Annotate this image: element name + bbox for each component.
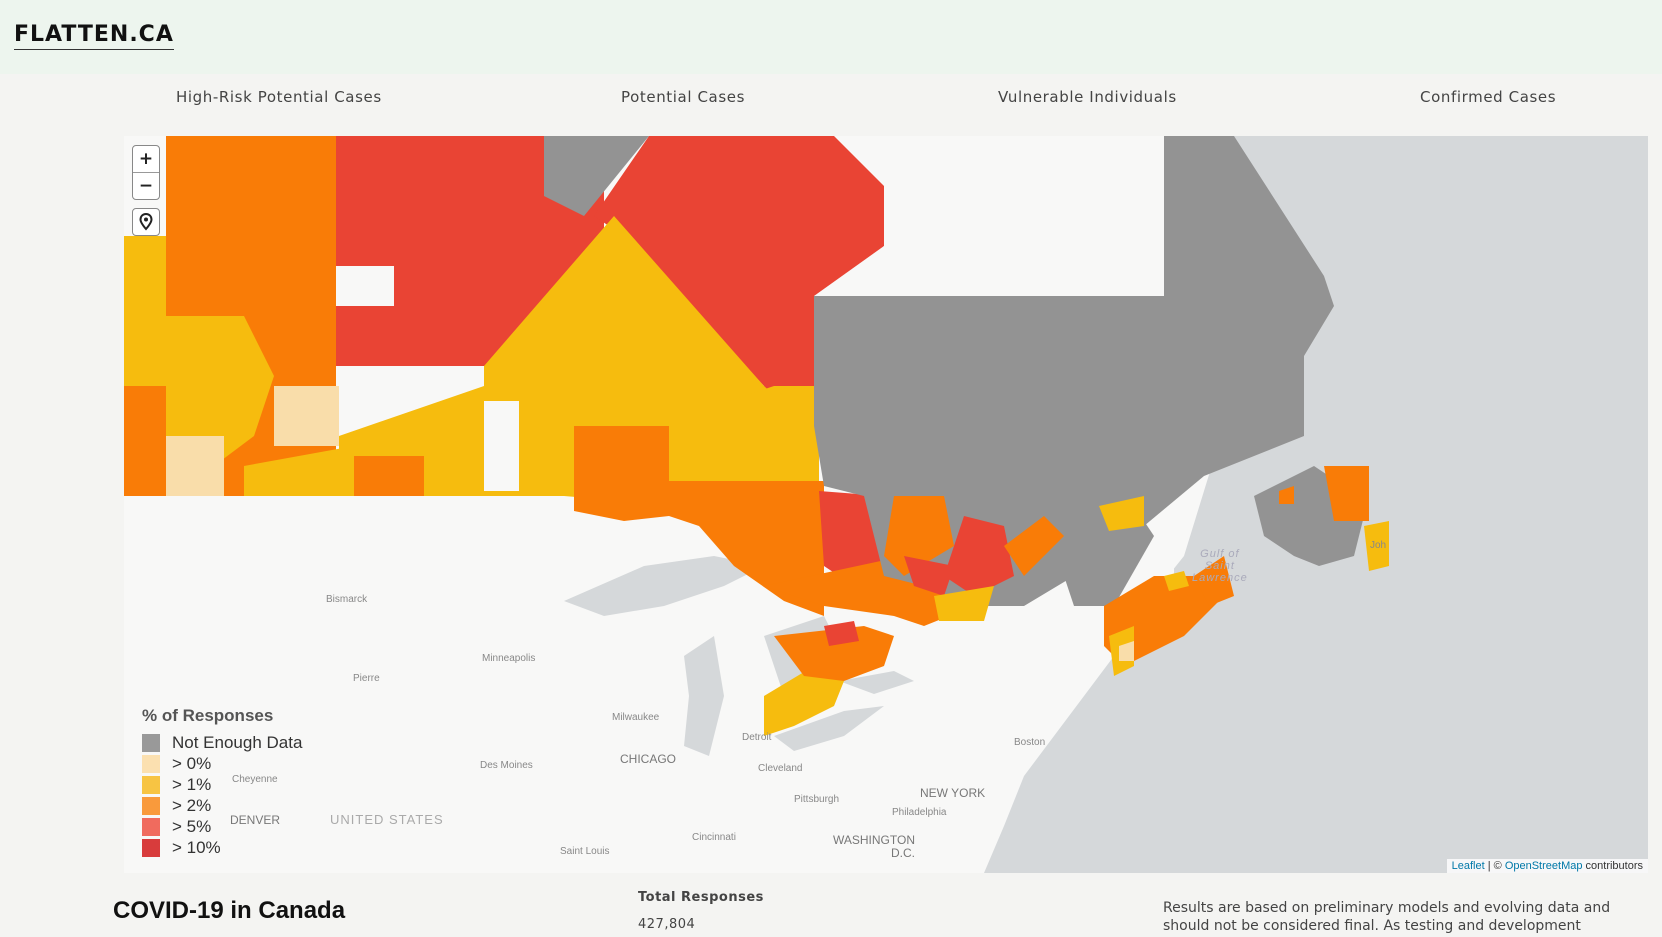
place-label: Philadelphia <box>892 807 947 818</box>
region-pe-yellow <box>1164 571 1189 591</box>
tab-confirmed-cases[interactable]: Confirmed Cases <box>1420 88 1557 106</box>
region-qc-grey <box>814 136 1334 606</box>
tab-potential-cases[interactable]: Potential Cases <box>621 88 746 106</box>
legend-label: Not Enough Data <box>172 732 303 752</box>
total-responses-label: Total Responses <box>638 890 764 905</box>
page-title: COVID-19 in Canada <box>113 897 346 924</box>
tab-bar: High-Risk Potential Cases Potential Case… <box>0 88 1662 112</box>
location-pin-icon <box>139 212 153 231</box>
openstreetmap-link[interactable]: OpenStreetMap <box>1504 860 1583 872</box>
legend-item: > 10% <box>142 837 302 858</box>
region-qc-white <box>814 136 1164 296</box>
legend-swatch <box>142 817 160 836</box>
region-ab-orange <box>124 386 166 496</box>
region-on-yellow-south <box>764 666 844 736</box>
region-mb-yellow <box>244 446 354 496</box>
disclaimer-text: Results are based on preliminary models … <box>1163 900 1611 934</box>
total-responses-value: 427,804 <box>638 917 696 932</box>
place-label: Pittsburgh <box>794 794 840 805</box>
region-on-white <box>484 401 519 491</box>
place-label: Cincinnati <box>692 832 736 843</box>
region-on-red-south <box>824 621 859 646</box>
region-qc-orange-2 <box>1004 516 1064 576</box>
place-label: CHICAGO <box>620 752 677 766</box>
legend-title: % of Responses <box>142 706 274 725</box>
place-label: DENVER <box>230 813 281 827</box>
leaflet-link[interactable]: Leaflet <box>1451 860 1485 872</box>
legend-swatch <box>142 754 160 773</box>
country-label: UNITED STATES <box>330 812 444 827</box>
place-label: Cheyenne <box>232 774 278 785</box>
place-label: NEW YORK <box>920 786 986 800</box>
place-label: Boston <box>1014 737 1046 748</box>
region-qc-red-2 <box>904 556 954 596</box>
region-nu-grey <box>544 136 649 216</box>
legend-item: Not Enough Data <box>142 732 302 753</box>
region-on-orange-south-2 <box>774 626 894 681</box>
place-label: D.C. <box>891 846 915 860</box>
legend-label: > 0% <box>172 753 212 773</box>
region-nl-yellow <box>1364 521 1389 571</box>
legend-swatch <box>142 733 160 752</box>
region-ns-orange-east <box>1194 556 1234 606</box>
top-bar: FLATTEN.CA <box>0 0 1662 74</box>
legend-item: > 2% <box>142 795 302 816</box>
locate-button[interactable] <box>132 208 160 236</box>
lake-michigan <box>684 636 724 756</box>
region-nb-yellow <box>1099 496 1144 531</box>
lake-erie <box>774 706 884 751</box>
tab-vulnerable-individuals[interactable]: Vulnerable Individuals <box>998 88 1177 106</box>
place-label: Cleveland <box>758 763 803 774</box>
legend-item: > 0% <box>142 753 302 774</box>
map-attribution: Leaflet | © OpenStreetMap contributors <box>1446 859 1648 873</box>
region-nl-orange-2 <box>1279 486 1294 504</box>
region-sk-light <box>166 436 224 496</box>
site-logo[interactable]: FLATTEN.CA <box>14 22 174 50</box>
region-qc-orange <box>884 496 954 576</box>
region-sk-yellow <box>166 316 274 466</box>
region-mb-orange-2 <box>354 456 424 496</box>
region-nl-orange <box>1324 466 1369 521</box>
place-label: Saint Louis <box>560 846 610 857</box>
legend-item: > 1% <box>142 774 302 795</box>
place-label: Detroit <box>742 732 772 743</box>
legend-item: > 5% <box>142 816 302 837</box>
region-qc-red <box>944 516 1014 596</box>
legend-label: > 5% <box>172 816 212 836</box>
region-sk-light-2 <box>274 386 339 446</box>
place-label: Pierre <box>353 673 380 684</box>
place-label: Minneapolis <box>482 653 536 664</box>
zoom-out-button[interactable]: − <box>133 172 159 199</box>
region-qc-yellow <box>934 586 994 621</box>
place-label: WASHINGTON <box>833 833 916 847</box>
place-label: Bismarck <box>326 594 368 605</box>
tab-high-risk-potential-cases[interactable]: High-Risk Potential Cases <box>176 88 382 106</box>
water-label: Gulf of Saint Lawrence <box>1192 548 1248 584</box>
region-ns-light <box>1119 641 1134 661</box>
map-canvas[interactable] <box>124 136 1648 873</box>
region-on-orange <box>574 426 669 521</box>
place-label: Milwaukee <box>612 712 660 723</box>
region-on-north-red <box>594 136 884 426</box>
legend-swatch <box>142 796 160 815</box>
legend-label: > 2% <box>172 795 212 815</box>
region-nb-grey <box>1054 506 1154 606</box>
lake-ontario <box>839 671 914 694</box>
legend-swatch <box>142 838 160 857</box>
place-label: Des Moines <box>480 760 533 771</box>
legend-label: > 10% <box>172 837 221 857</box>
legend-label: > 1% <box>172 774 212 794</box>
legend-swatch <box>142 775 160 794</box>
zoom-in-button[interactable]: + <box>138 149 154 169</box>
zoom-control: + − <box>132 145 160 200</box>
region-mb-white <box>336 266 394 306</box>
lake-superior <box>564 556 764 616</box>
place-label: Joh <box>1370 540 1387 551</box>
choropleth-map[interactable]: + − Bismarck Minneapolis Pierre Milwauke… <box>124 136 1648 873</box>
map-legend: % of Responses Not Enough Data > 0% > 1% > … <box>142 706 302 858</box>
